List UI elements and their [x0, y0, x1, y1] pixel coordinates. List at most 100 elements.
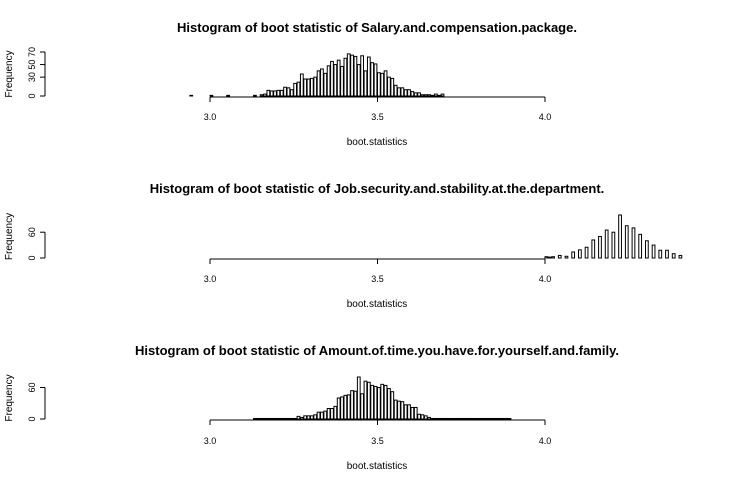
histogram-bar [658, 249, 663, 259]
histogram-bar [397, 87, 401, 97]
histogram-bar [547, 256, 552, 259]
histogram-bar [500, 417, 505, 420]
histogram-bar [269, 90, 274, 97]
x-tick-label: 3.0 [204, 274, 217, 284]
x-tick-label: 4.0 [539, 436, 552, 446]
chart-title: Histogram of boot statistic of Job.secur… [150, 181, 605, 196]
histogram-bar [427, 94, 431, 97]
y-tick-label: 50 [27, 60, 37, 70]
histogram-bar [263, 417, 267, 420]
histogram-bar [360, 55, 364, 97]
histogram-bar [273, 90, 277, 97]
histogram-bar [350, 390, 354, 420]
histogram-bar [366, 56, 371, 97]
histogram-bar [370, 384, 375, 420]
histogram-bar [403, 404, 408, 420]
histogram-bar [651, 244, 656, 259]
histogram-bar [467, 417, 472, 420]
histogram-bar [440, 417, 445, 420]
histogram-bar [477, 417, 482, 420]
histogram-bar [310, 77, 314, 97]
histogram-bar [484, 417, 488, 420]
histogram-bar [303, 78, 308, 97]
histogram-bar [363, 380, 368, 420]
histogram-bar [256, 417, 261, 420]
histogram-bar [544, 256, 549, 259]
histogram-bar [336, 397, 341, 420]
histogram-bar [296, 81, 301, 97]
histogram-bar [259, 94, 264, 97]
histogram-bar [393, 84, 398, 97]
histogram-bar [333, 64, 338, 97]
histogram-bar [306, 78, 311, 97]
histogram-bar [494, 417, 498, 420]
chart-title: Histogram of boot statistic of Salary.an… [177, 20, 577, 35]
y-tick-label: 70 [27, 47, 37, 57]
histogram-bar [363, 70, 368, 97]
histogram-bar [413, 406, 418, 420]
histogram-bar [276, 89, 281, 97]
histogram-bar [346, 53, 351, 97]
histogram-bar [340, 396, 344, 420]
histogram-bar [420, 414, 425, 420]
histogram-bar [273, 417, 277, 420]
histogram-bar [480, 417, 485, 420]
y-tick-label: 30 [27, 72, 37, 82]
histogram-bar [333, 405, 338, 420]
histogram-bar [678, 254, 683, 259]
histogram-bar [464, 417, 468, 420]
histogram-bar [427, 416, 431, 420]
histogram-bar [400, 401, 405, 420]
histogram-bar [497, 417, 502, 420]
histogram-bar [259, 417, 264, 420]
histogram-bar [323, 72, 328, 97]
y-tick-label: 0 [27, 255, 37, 260]
histogram-bar [266, 89, 271, 97]
histogram-panel-3: Histogram of boot statistic of Amount.of… [4, 343, 619, 472]
histogram-bar [390, 77, 395, 97]
histogram-bar [390, 391, 395, 420]
histogram-bar [611, 231, 616, 259]
histogram-bar [293, 82, 297, 97]
histogram-bar [263, 93, 267, 97]
histogram-bar [353, 390, 358, 420]
histogram-bar [189, 94, 194, 97]
histogram-bar [377, 72, 381, 97]
histogram-bar [490, 417, 495, 420]
histogram-bar [665, 249, 669, 259]
histogram-bar [387, 388, 391, 420]
histogram-bar [470, 417, 475, 420]
x-tick-label: 3.5 [371, 274, 384, 284]
histogram-bar [286, 417, 291, 420]
histogram-bar [276, 417, 281, 420]
histogram-bar [407, 404, 411, 420]
histogram-panel-2: Histogram of boot statistic of Job.secur… [4, 181, 683, 310]
histogram-bar [437, 94, 442, 97]
histogram-bar [366, 381, 371, 420]
histogram-bar [320, 68, 324, 97]
y-axis-label: Frequency [4, 50, 15, 97]
histogram-bar [447, 417, 452, 420]
histogram-bar [423, 415, 428, 420]
histogram-bar [310, 415, 314, 420]
histogram-bar [507, 417, 512, 420]
histogram-bar [326, 65, 331, 97]
histogram-bar [330, 60, 334, 97]
histogram-bar [383, 384, 388, 420]
histogram-bar [330, 408, 334, 420]
histogram-bar [316, 411, 321, 420]
histogram-bar [460, 417, 465, 420]
histogram-bar [283, 417, 287, 420]
histogram-bar [279, 89, 284, 97]
histogram-bar [413, 92, 418, 97]
histogram-bar [457, 417, 462, 420]
x-tick-label: 3.5 [371, 112, 384, 122]
histogram-bar [393, 399, 398, 420]
histogram-bar [584, 246, 589, 259]
histogram-bar [433, 417, 438, 420]
histogram-bar [353, 55, 358, 97]
histogram-bar [293, 417, 297, 420]
histogram-bar [360, 393, 364, 420]
x-tick-label: 3.0 [204, 112, 217, 122]
histogram-bar [316, 70, 321, 97]
